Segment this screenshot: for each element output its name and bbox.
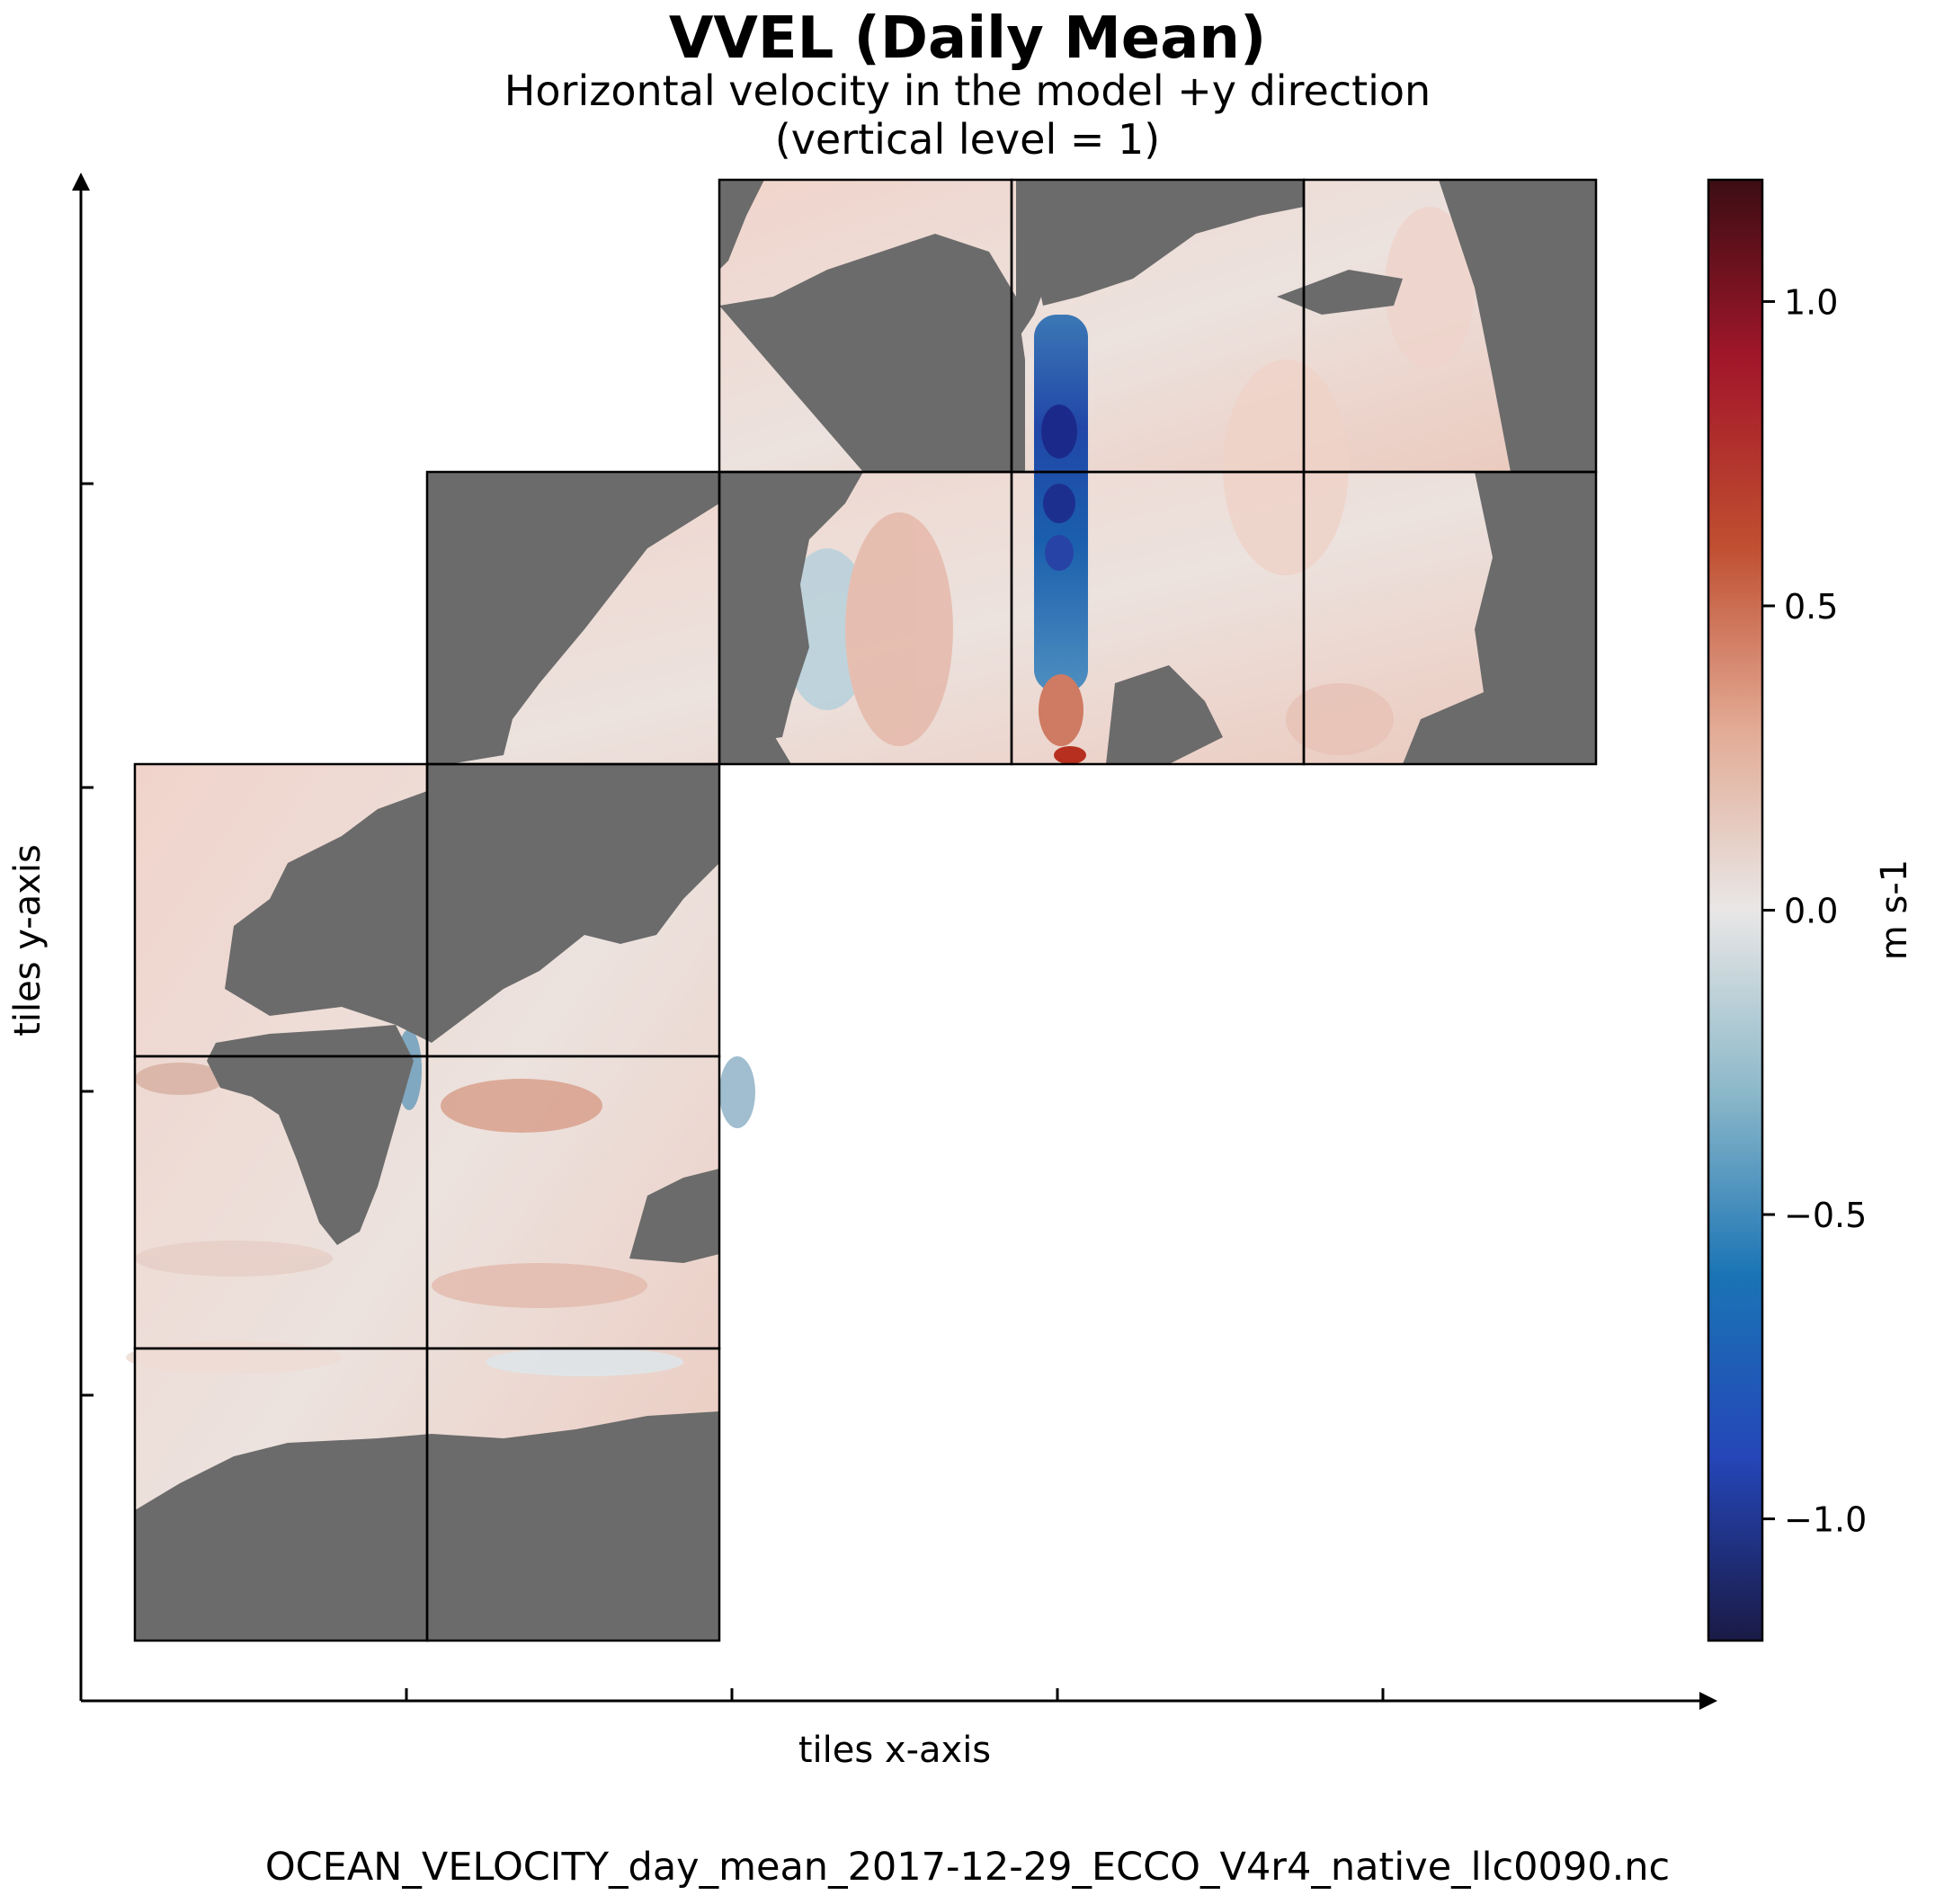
colorbar-ticks: 1.0 0.5 0.0 −0.5 −1.0 (1762, 282, 1867, 1539)
heatmap-tiles (126, 180, 1596, 1641)
current-band-southern-1 (126, 1341, 342, 1374)
jet-core-3 (1045, 535, 1074, 571)
current-band-southern-2 (486, 1348, 683, 1376)
current-band-indian (441, 1079, 602, 1133)
current-band-pacific-east (1223, 360, 1349, 575)
current-band-pacific-south (1286, 683, 1394, 755)
jet-warm-spot (1054, 746, 1086, 764)
colorbar-tick-label: −1.0 (1784, 1500, 1867, 1540)
colorbar-tick-label: 0.0 (1784, 892, 1838, 931)
source-filename: OCEAN_VELOCITY_day_mean_2017-12-29_ECCO_… (0, 1845, 1935, 1890)
y-axis-arrow (72, 173, 90, 191)
y-axis-label: tiles y-axis (7, 844, 49, 1037)
current-band-south-atlantic (135, 1241, 333, 1277)
colorbar (1708, 180, 1762, 1641)
colorbar-tick-label: 0.5 (1784, 587, 1838, 627)
jet-core-2 (1043, 484, 1075, 523)
colorbar-tick-label: 1.0 (1784, 282, 1838, 322)
current-band-indonesia (719, 1056, 755, 1128)
current-band-south-indian (432, 1263, 647, 1308)
x-axis-label: tiles x-axis (798, 1730, 991, 1771)
colorbar-label: m s-1 (1874, 859, 1915, 960)
jet-warm-tail (1039, 674, 1083, 746)
jet-core-1 (1041, 405, 1077, 458)
colorbar-tick-label: −0.5 (1784, 1196, 1867, 1235)
current-band-pacific-west (845, 512, 953, 746)
x-axis-arrow (1699, 1692, 1717, 1710)
